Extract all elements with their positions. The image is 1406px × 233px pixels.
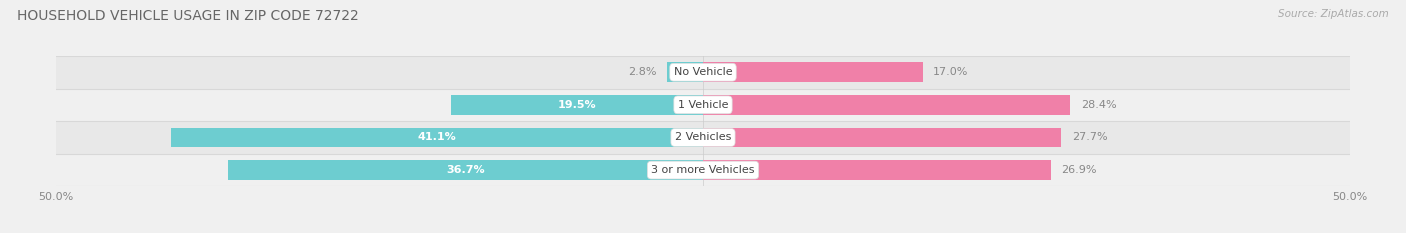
Text: 2.8%: 2.8% [628,67,657,77]
Text: 26.9%: 26.9% [1062,165,1097,175]
Text: 19.5%: 19.5% [558,100,596,110]
Bar [703,128,1062,147]
Text: Source: ZipAtlas.com: Source: ZipAtlas.com [1278,9,1389,19]
Bar [703,62,922,82]
Text: 2 Vehicles: 2 Vehicles [675,133,731,142]
Bar [56,89,1350,121]
Text: 27.7%: 27.7% [1071,133,1108,142]
Text: No Vehicle: No Vehicle [673,67,733,77]
Text: HOUSEHOLD VEHICLE USAGE IN ZIP CODE 72722: HOUSEHOLD VEHICLE USAGE IN ZIP CODE 7272… [17,9,359,23]
Text: 3 or more Vehicles: 3 or more Vehicles [651,165,755,175]
Text: 1 Vehicle: 1 Vehicle [678,100,728,110]
Bar [56,56,1350,89]
Bar [451,95,703,115]
Text: 41.1%: 41.1% [418,133,457,142]
Bar [172,128,703,147]
Bar [56,154,1350,186]
Bar [228,160,703,180]
Bar [703,160,1050,180]
Text: 28.4%: 28.4% [1081,100,1116,110]
Text: 17.0%: 17.0% [934,67,969,77]
Text: 36.7%: 36.7% [446,165,485,175]
Bar [56,121,1350,154]
Bar [703,95,1070,115]
Bar [666,62,703,82]
